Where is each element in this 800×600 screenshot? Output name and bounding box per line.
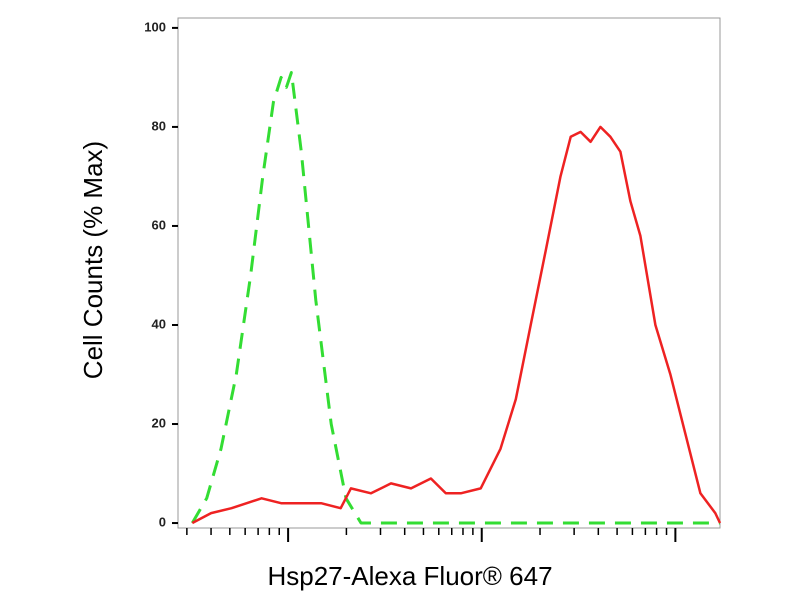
y-tick-label: 80: [152, 118, 166, 133]
y-tick-label: 0: [159, 514, 166, 529]
histogram-line: [191, 125, 722, 525]
y-tick-label: 40: [152, 316, 166, 331]
y-tick-label: 60: [152, 217, 166, 232]
plot-frame: [177, 17, 721, 529]
histogram-line: [191, 71, 720, 525]
x-axis-label: Hsp27-Alexa Fluor® 647: [267, 561, 552, 591]
y-tick-label: 100: [144, 19, 166, 34]
y-axis-label: Cell Counts (% Max): [78, 141, 108, 379]
y-tick-label: 20: [152, 415, 166, 430]
